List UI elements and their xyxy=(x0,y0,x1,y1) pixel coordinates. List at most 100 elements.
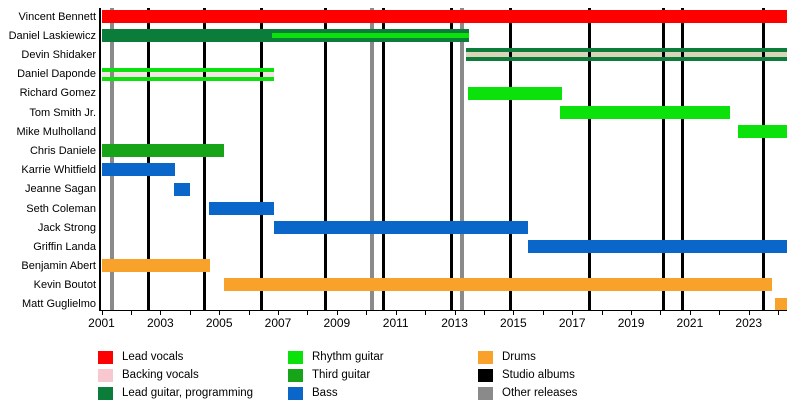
timeline-bar-daniel-laskiewicz-rhythm-guitar xyxy=(272,33,470,39)
x-axis-year-label: 2017 xyxy=(558,316,586,330)
x-axis-tick xyxy=(278,311,280,315)
legend-label-studio-albums: Studio albums xyxy=(502,369,575,381)
x-axis-year-label: 2021 xyxy=(676,316,704,330)
studio-album-marker xyxy=(508,8,512,310)
drums-swatch xyxy=(478,351,493,364)
member-label-vincent-bennett: Vincent Bennett xyxy=(18,10,96,23)
x-axis-year-label: 2019 xyxy=(617,316,645,330)
member-label-karrie-whitfield: Karrie Whitfield xyxy=(21,164,96,177)
legend-label-third-guitar: Third guitar xyxy=(312,369,371,381)
studio-album-marker xyxy=(661,8,665,310)
x-axis-year-label: 2001 xyxy=(88,316,115,330)
rhythm-guitar-swatch xyxy=(288,351,303,364)
timeline-bar-vincent-bennett xyxy=(101,10,787,24)
legend-label-other-releases: Other releases xyxy=(502,387,578,399)
legend-label-bass: Bass xyxy=(312,387,338,399)
timeline-bar-devin-shidaker-backing-vocals xyxy=(466,52,787,58)
timeline-bar-daniel-daponde-bottom xyxy=(101,76,274,81)
x-axis-tick xyxy=(219,311,221,315)
x-axis-tick xyxy=(395,311,397,315)
x-axis-year-label: 2013 xyxy=(441,316,468,330)
studio-album-marker xyxy=(382,8,386,310)
timeline-bar-daniel-daponde-top xyxy=(101,67,274,72)
other-releases-swatch xyxy=(478,387,493,400)
x-axis-tick xyxy=(778,311,780,315)
x-axis-tick xyxy=(307,311,309,315)
timeline-bar-richard-gomez xyxy=(467,86,562,100)
studio-album-marker xyxy=(260,8,264,310)
x-axis-tick xyxy=(513,311,515,315)
timeline-bar-matt-guglielmo xyxy=(775,297,787,311)
x-axis-tick xyxy=(454,311,456,315)
timeline-bar-seth-coleman xyxy=(208,201,274,215)
third-guitar-swatch xyxy=(288,369,303,382)
other-release-marker xyxy=(110,8,114,310)
timeline-bar-benjamin-abert xyxy=(101,259,211,273)
member-label-daniel-daponde: Daniel Daponde xyxy=(17,68,96,81)
member-label-tom-smith-jr: Tom Smith Jr. xyxy=(29,106,96,119)
x-axis-tick xyxy=(601,311,603,315)
legend-label-rhythm-guitar: Rhythm guitar xyxy=(312,351,384,363)
timeline-bar-kevin-boutot xyxy=(223,278,773,292)
legend-label-lead-guitar-programming: Lead guitar, programming xyxy=(122,387,254,399)
x-axis-tick xyxy=(189,311,191,315)
member-label-chris-daniele: Chris Daniele xyxy=(29,144,96,157)
studio-albums-swatch xyxy=(478,369,493,382)
timeline-bar-griffin-landa xyxy=(528,240,787,254)
member-label-mike-mulholland: Mike Mulholland xyxy=(16,125,96,138)
member-label-matt-guglielmo: Matt Guglielmo xyxy=(22,298,96,311)
backing-vocals-swatch xyxy=(98,369,113,382)
timeline-bar-daniel-daponde-backing-vocals xyxy=(101,71,274,77)
studio-album-marker xyxy=(202,8,206,310)
lead-vocals-swatch xyxy=(98,351,113,364)
timeline-bar-jeanne-sagan xyxy=(173,182,190,196)
studio-album-marker xyxy=(681,8,685,310)
x-axis-year-label: 2005 xyxy=(205,316,233,330)
studio-album-marker xyxy=(450,8,454,310)
member-label-benjamin-abert: Benjamin Abert xyxy=(21,260,96,272)
studio-album-marker xyxy=(147,8,151,310)
x-axis-year-label: 2009 xyxy=(323,316,351,330)
member-label-kevin-boutot: Kevin Boutot xyxy=(33,279,96,292)
x-axis-year-label: 2011 xyxy=(382,316,409,330)
timeline-bar-chris-daniele xyxy=(101,144,224,158)
x-axis-tick xyxy=(483,311,485,315)
y-axis-line xyxy=(99,8,101,311)
legend-label-drums: Drums xyxy=(502,351,536,363)
member-label-griffin-landa: Griffin Landa xyxy=(33,240,96,253)
x-axis-tick xyxy=(631,311,633,315)
member-label-jack-strong: Jack Strong xyxy=(37,221,96,234)
x-axis-tick xyxy=(160,311,162,315)
x-axis-year-label: 2003 xyxy=(146,316,174,330)
x-axis-year-label: 2023 xyxy=(735,316,763,330)
legend-label-backing-vocals: Backing vocals xyxy=(122,369,199,381)
other-release-marker xyxy=(460,8,464,310)
x-axis-tick xyxy=(130,311,132,315)
x-axis-tick xyxy=(366,311,368,315)
timeline-bar-jack-strong xyxy=(273,220,529,234)
member-label-daniel-laskiewicz: Daniel Laskiewicz xyxy=(8,29,96,42)
timeline-bar-devin-shidaker-bottom xyxy=(466,57,787,62)
x-axis-tick xyxy=(572,311,574,315)
legend-label-lead-vocals: Lead vocals xyxy=(122,351,184,363)
other-release-marker xyxy=(370,8,374,310)
timeline-bar-devin-shidaker-top xyxy=(466,48,787,53)
x-axis-tick xyxy=(660,311,662,315)
x-axis-tick xyxy=(336,311,338,315)
studio-album-marker xyxy=(588,8,592,310)
timeline-bar-karrie-whitfield xyxy=(101,163,176,177)
member-label-richard-gomez: Richard Gomez xyxy=(19,87,96,100)
x-axis-tick xyxy=(748,311,750,315)
x-axis-year-label: 2015 xyxy=(500,316,527,330)
member-label-devin-shidaker: Devin Shidaker xyxy=(21,49,96,62)
x-axis-tick xyxy=(425,311,427,315)
studio-album-marker xyxy=(761,8,765,310)
x-axis-year-label: 2007 xyxy=(264,316,292,330)
member-label-seth-coleman: Seth Coleman xyxy=(26,202,96,215)
x-axis-tick xyxy=(689,311,691,315)
x-axis-tick xyxy=(248,311,250,315)
x-axis-line xyxy=(99,309,787,311)
lead-guitar-programming-swatch xyxy=(98,387,113,400)
bass-swatch xyxy=(288,387,303,400)
